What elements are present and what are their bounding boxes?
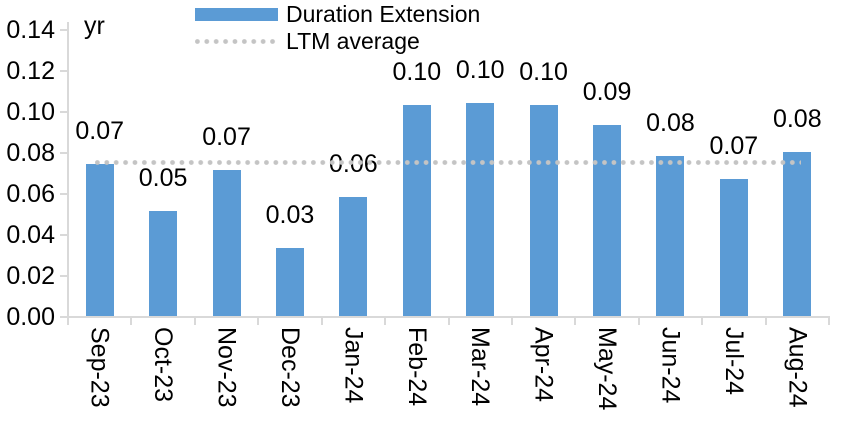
bar [275,248,304,316]
legend-label-duration-extension: Duration Extension [286,1,481,27]
x-axis-tick-label: Jun-24 [656,327,685,404]
bar-series-swatch-icon [195,8,278,21]
x-axis-tick-mark [764,316,767,325]
legend-entry-duration-extension: Duration Extension [195,1,480,28]
x-axis-tick-label: Jan-24 [339,327,368,404]
bar-data-label: 0.07 [75,117,125,146]
bar [339,197,368,316]
bar [656,156,685,316]
x-axis-tick-label: May-24 [593,327,622,411]
x-axis-tick-mark [193,316,196,325]
x-axis-tick-mark [828,316,830,325]
x-axis-tick-mark [510,316,513,325]
y-axis-tick-mark [60,234,68,236]
x-axis-tick-mark [701,316,704,325]
y-axis-tick-mark [60,70,68,72]
bar [149,211,178,316]
y-axis-tick-mark [60,152,68,154]
bar-data-label: 0.03 [265,201,315,230]
y-axis-tick-mark [60,275,68,277]
bar-data-label: 0.08 [772,105,822,133]
x-axis-tick-mark [384,316,387,325]
x-axis-tick-label: Sep-23 [85,327,114,408]
y-axis-tick-label: 0.08 [6,139,55,167]
legend: Duration Extension LTM average [195,1,480,55]
x-axis-tick-label: Feb-24 [402,327,431,407]
bar [466,102,495,316]
y-axis-tick-label: 0.04 [6,221,55,249]
bar-data-label: 0.10 [519,57,568,86]
x-axis-tick-mark [574,316,577,325]
bar [529,104,558,316]
bar-data-label: 0.09 [582,78,632,107]
x-axis-tick-label: Mar-24 [466,327,495,407]
y-axis-tick-mark [60,29,68,31]
bar [212,170,241,316]
x-axis-tick-label: Dec-23 [275,327,304,408]
bar [719,178,748,316]
y-axis-tick-mark [60,193,68,195]
bar [593,125,622,316]
bar-data-label: 0.10 [455,55,505,84]
y-axis-unit-label: yr [84,12,105,40]
bar-data-label: 0.07 [202,123,251,152]
x-axis-line [60,316,830,318]
y-axis-tick-label: 0.10 [6,98,55,126]
x-axis-tick-label: Jul-24 [719,327,748,396]
x-axis-tick-mark [130,316,133,325]
bar-data-label: 0.08 [646,109,695,138]
y-axis-tick-label: 0.00 [6,303,55,331]
y-axis-tick-mark [60,111,68,113]
legend-label-ltm-average: LTM average [286,28,420,54]
x-axis-tick-mark [320,316,323,325]
y-axis-tick-label: 0.12 [6,57,55,85]
bar-data-label: 0.10 [392,57,442,86]
bar [85,164,114,316]
dotted-line-swatch-icon [195,39,278,44]
x-axis-tick-label: Oct-23 [149,327,178,403]
ltm-average-line [95,159,801,165]
bar-data-label: 0.07 [709,131,759,160]
legend-entry-ltm-average: LTM average [195,28,480,55]
y-axis-tick-label: 0.14 [6,16,55,44]
bar [783,152,812,316]
x-axis-tick-label: Apr-24 [529,327,558,403]
y-axis-tick-label: 0.06 [6,180,55,208]
bar [402,104,431,316]
x-axis-tick-label: Aug-24 [783,327,812,408]
bar-data-label: 0.05 [138,164,188,193]
x-axis-tick-mark [257,316,260,325]
y-axis-line [67,22,69,317]
x-axis-tick-mark [447,316,450,325]
x-axis-tick-mark [67,316,69,325]
x-axis-tick-mark [637,316,640,325]
x-axis-tick-label: Nov-23 [212,327,241,408]
y-axis-tick-label: 0.02 [6,262,55,290]
